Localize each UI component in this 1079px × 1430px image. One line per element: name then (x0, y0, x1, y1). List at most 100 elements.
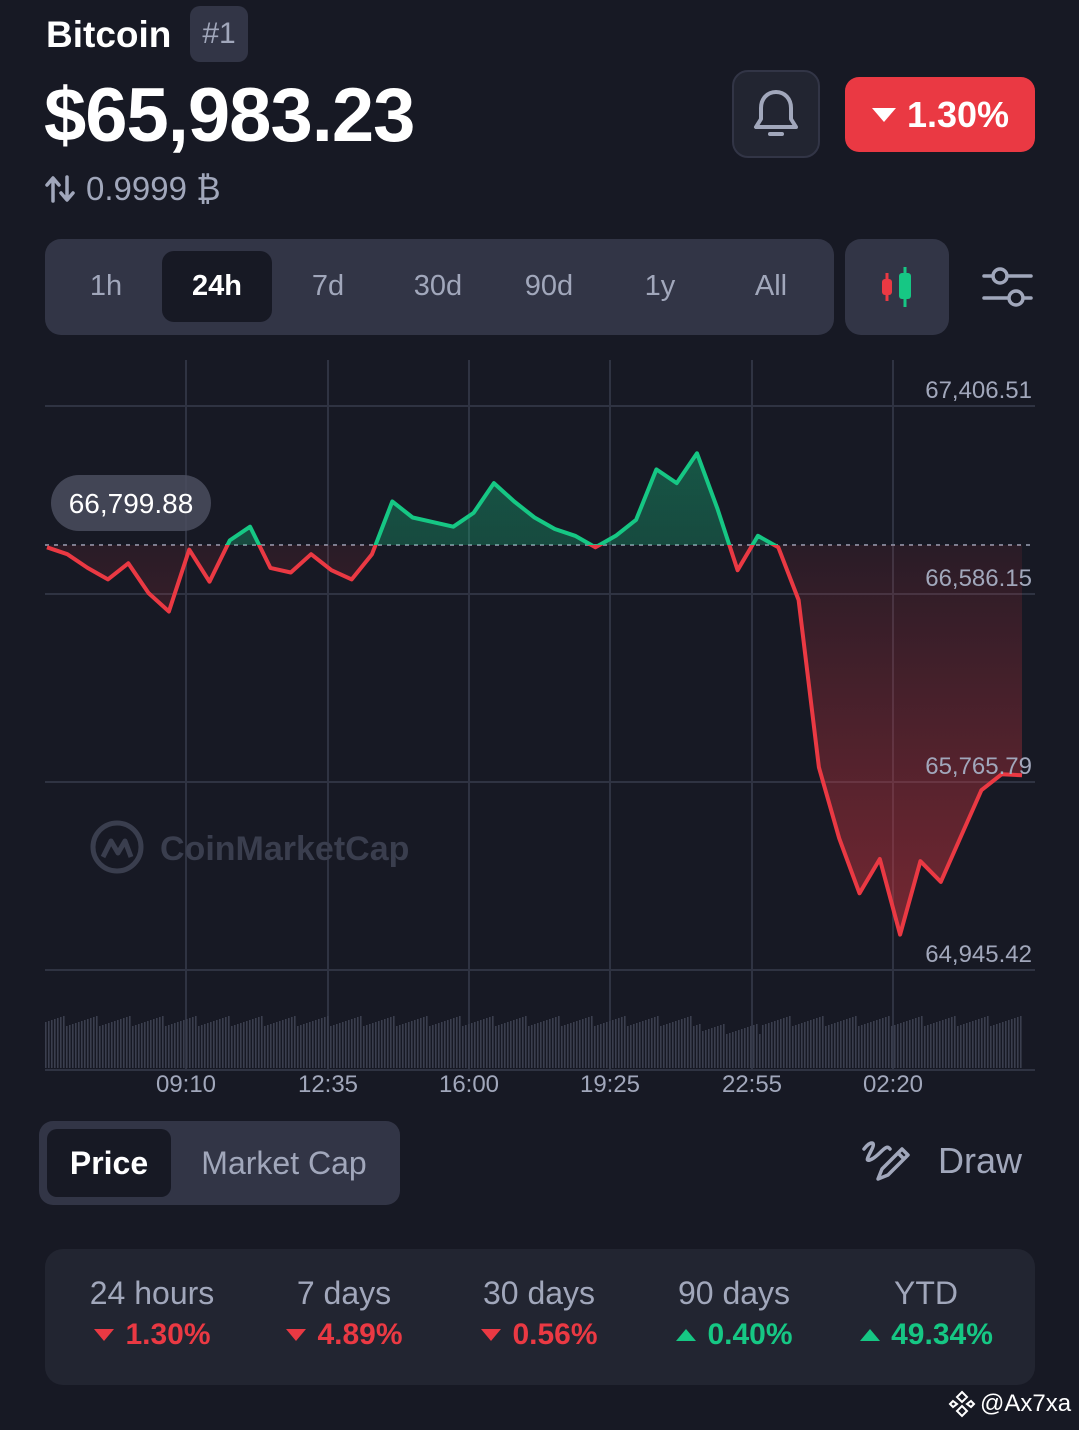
volume-bar (411, 1021, 413, 1068)
volume-bar (702, 1031, 704, 1068)
tab-7d[interactable]: 7d (311, 270, 345, 302)
volume-bar (660, 1026, 662, 1068)
tab-1h[interactable]: 1h (89, 270, 123, 302)
volume-bar (354, 1018, 356, 1068)
volume-bar (864, 1024, 866, 1068)
volume-bar (240, 1023, 242, 1068)
volume-bar (441, 1022, 443, 1068)
x-axis-tick-label: 19:25 (580, 1071, 640, 1098)
volume-bar (144, 1022, 146, 1068)
swap-arrows-icon (45, 175, 75, 203)
btc-conversion: 0.9999 ₿ (44, 170, 221, 208)
volume-bar (600, 1024, 602, 1068)
volume-bar (93, 1017, 95, 1068)
volume-bar (717, 1026, 719, 1068)
tab-24h[interactable]: 24h (162, 251, 272, 322)
volume-bar (90, 1018, 92, 1068)
volume-bar (291, 1017, 293, 1068)
volume-bar (879, 1019, 881, 1068)
volume-bar (396, 1026, 398, 1068)
volume-bar (123, 1018, 125, 1068)
volume-bar (930, 1024, 932, 1068)
volume-bar (348, 1020, 350, 1068)
volume-bar (609, 1021, 611, 1068)
volume-bar (456, 1017, 458, 1068)
volume-bar (333, 1025, 335, 1068)
volume-bar (513, 1020, 515, 1068)
volume-bar (78, 1022, 80, 1068)
volume-bar (987, 1016, 989, 1068)
volume-bar (570, 1023, 572, 1068)
y-axis-tick-label: 65,765.79 (925, 753, 1032, 780)
volume-bar (480, 1020, 482, 1068)
volume-bar (624, 1016, 626, 1068)
volume-bar (81, 1021, 83, 1068)
volume-bar (63, 1016, 65, 1068)
y-axis-tick-label: 67,406.51 (925, 377, 1032, 404)
volume-bar (693, 1026, 695, 1068)
volume-bar (750, 1026, 752, 1068)
volume-bar (534, 1024, 536, 1068)
volume-bar (492, 1016, 494, 1068)
volume-bar (597, 1025, 599, 1068)
volume-bar (978, 1019, 980, 1068)
volume-bar (615, 1019, 617, 1068)
current-price: $65,983.23 (44, 73, 415, 158)
reference-value-pill: 66,799.88 (51, 475, 211, 531)
draw-button[interactable]: Draw (860, 1135, 1022, 1187)
volume-bar (741, 1029, 743, 1068)
volume-bar (723, 1024, 725, 1068)
price-chart[interactable]: CoinMarketCap 67,406.51 66,586.15 65,765.7… (0, 350, 1079, 1110)
volume-bar (1011, 1019, 1013, 1068)
toggle-price[interactable]: Price (47, 1129, 171, 1197)
volume-bar (177, 1022, 179, 1068)
volume-bar (966, 1023, 968, 1068)
volume-bar (474, 1022, 476, 1068)
volume-bar (642, 1021, 644, 1068)
volume-bar (282, 1020, 284, 1068)
volume-bar (309, 1022, 311, 1068)
volume-bar (102, 1025, 104, 1068)
volume-bar (906, 1021, 908, 1068)
toggle-market-cap[interactable]: Market Cap (201, 1144, 367, 1181)
volume-bar (237, 1024, 239, 1068)
price-line-down (46, 545, 1023, 937)
volume-bar (681, 1019, 683, 1068)
volume-bar (75, 1023, 77, 1068)
volume-bar (795, 1025, 797, 1068)
volume-bar (261, 1016, 263, 1068)
volume-bar (366, 1025, 368, 1068)
volume-bar (816, 1018, 818, 1068)
volume-bar (339, 1023, 341, 1068)
timeframe-tabs: 1h 24h 7d 30d 90d 1y All (45, 239, 834, 335)
volume-bar (996, 1024, 998, 1068)
candlestick-toggle-button[interactable] (845, 239, 949, 335)
volume-bar (942, 1020, 944, 1068)
volume-bar (468, 1024, 470, 1068)
volume-bar (126, 1017, 128, 1068)
x-axis-tick-label: 12:35 (298, 1071, 358, 1098)
tab-90d[interactable]: 90d (524, 270, 574, 302)
volume-bar (423, 1017, 425, 1068)
tab-all[interactable]: All (754, 270, 788, 302)
stat-value: 0.56% (440, 1318, 638, 1352)
volume-bar (798, 1024, 800, 1068)
price-alert-button[interactable] (732, 70, 820, 158)
volume-bar (444, 1021, 446, 1068)
volume-bar (246, 1021, 248, 1068)
volume-bar (162, 1016, 164, 1068)
tab-1y[interactable]: 1y (644, 270, 676, 302)
volume-bar (549, 1019, 551, 1068)
volume-bar (498, 1025, 500, 1068)
chart-settings-button[interactable] (980, 262, 1035, 312)
volume-bar (279, 1021, 281, 1068)
tab-30d[interactable]: 30d (413, 270, 463, 302)
stat-value: 4.89% (245, 1318, 443, 1352)
volume-bar (69, 1025, 71, 1068)
volume-bar (684, 1018, 686, 1068)
volume-bar (867, 1023, 869, 1068)
volume-bar (585, 1018, 587, 1068)
watermark-handle: @Ax7xa (980, 1390, 1072, 1417)
stat-7d: 7 days 4.89% (245, 1275, 443, 1352)
volume-bar (393, 1016, 395, 1068)
